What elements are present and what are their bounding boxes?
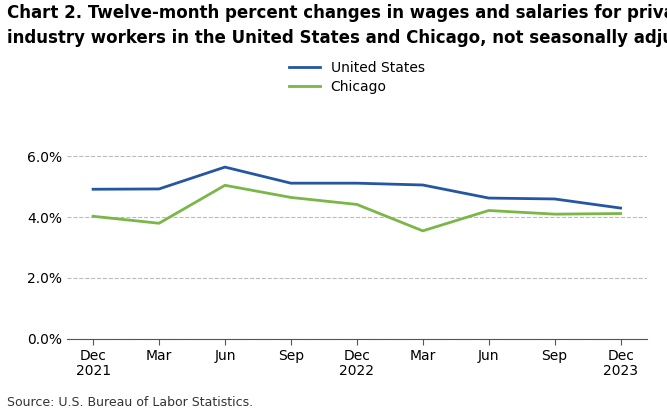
Text: Source: U.S. Bureau of Labor Statistics.: Source: U.S. Bureau of Labor Statistics.	[7, 396, 253, 409]
Text: industry workers in the United States and Chicago, not seasonally adjusted: industry workers in the United States an…	[7, 29, 667, 47]
Legend: United States, Chicago: United States, Chicago	[289, 61, 425, 94]
Text: Chart 2. Twelve-month percent changes in wages and salaries for private: Chart 2. Twelve-month percent changes in…	[7, 4, 667, 22]
